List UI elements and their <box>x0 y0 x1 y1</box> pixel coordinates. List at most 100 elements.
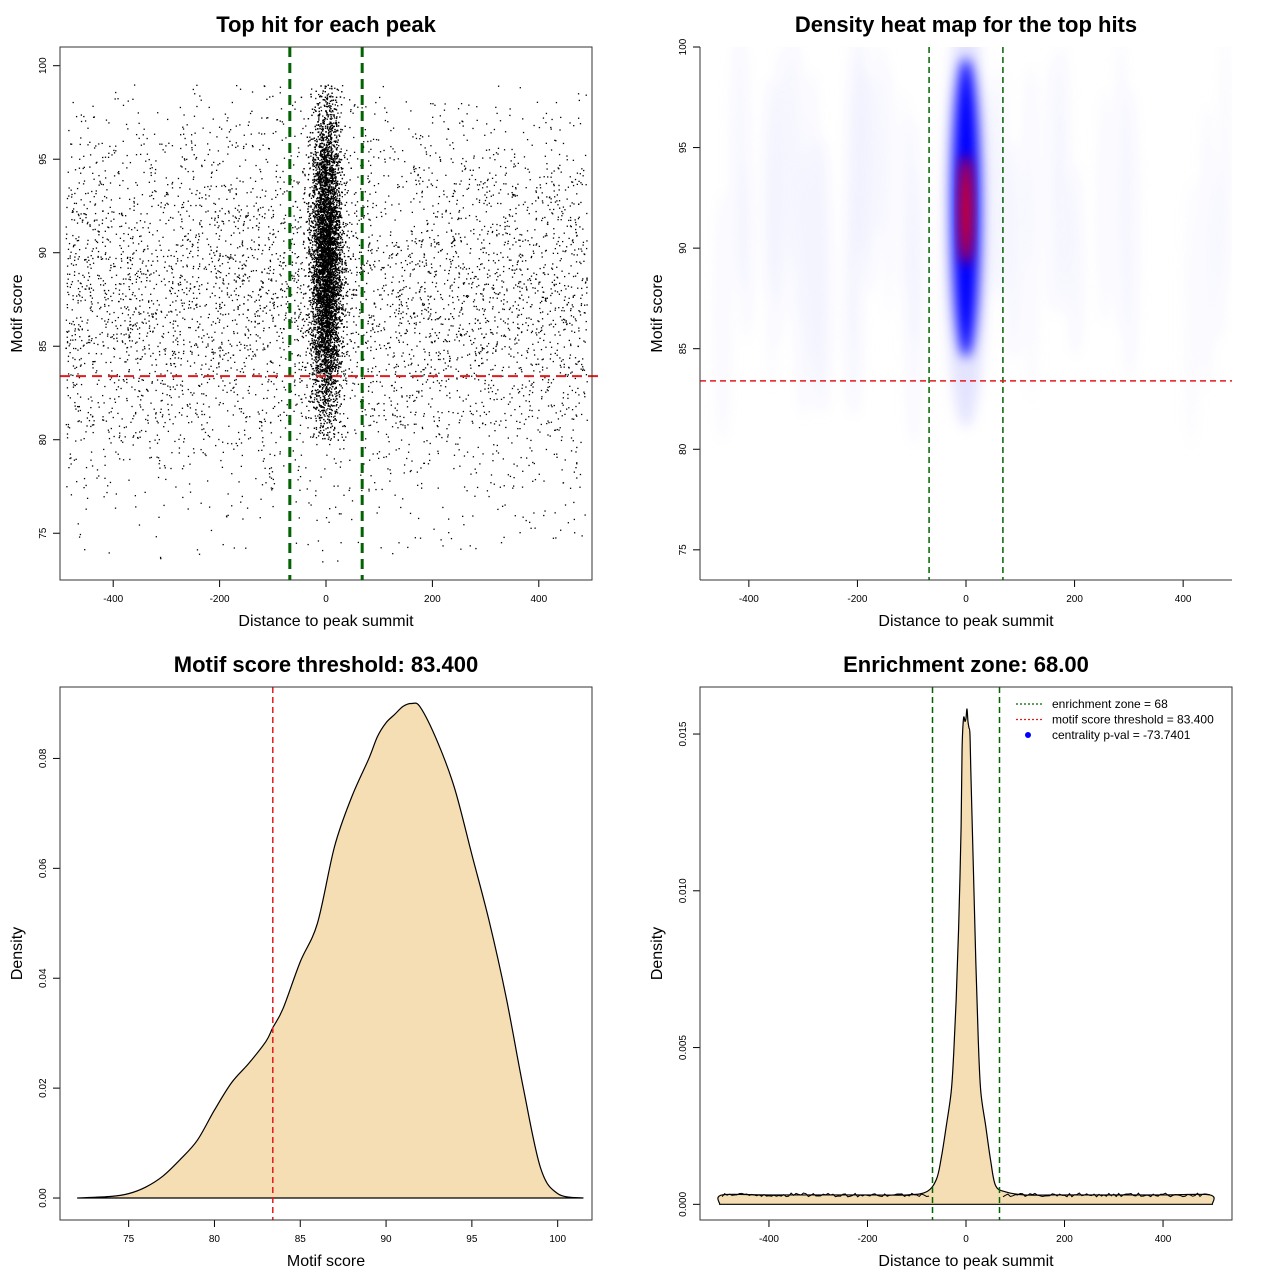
scatter-point <box>516 194 518 197</box>
scatter-point <box>282 193 284 195</box>
scatter-point <box>268 148 270 150</box>
scatter-point <box>411 211 413 214</box>
scatter-point <box>208 406 210 408</box>
scatter-point <box>547 405 550 407</box>
scatter-point <box>545 249 547 252</box>
scatter-point <box>178 396 180 398</box>
scatter-point <box>535 191 537 193</box>
scatter-point <box>413 355 415 357</box>
scatter-point <box>367 272 369 274</box>
scatter-point <box>360 301 362 303</box>
scatter-point <box>426 379 429 381</box>
scatter-point <box>437 241 440 244</box>
scatter-point <box>317 253 319 255</box>
scatter-point <box>521 323 524 326</box>
scatter-point <box>272 320 274 322</box>
scatter-point <box>395 371 397 373</box>
scatter-point <box>535 219 537 221</box>
scatter-point <box>169 216 172 219</box>
scatter-point <box>374 331 376 333</box>
scatter-point <box>302 170 304 173</box>
scatter-point <box>340 542 342 544</box>
scatter-point <box>98 475 100 477</box>
scatter-point <box>87 144 89 146</box>
scatter-point <box>315 426 318 429</box>
scatter-point <box>159 244 161 246</box>
scatter-point <box>581 250 583 252</box>
scatter-point <box>238 276 240 278</box>
scatter-point <box>247 212 249 214</box>
scatter-point <box>79 325 82 328</box>
scatter-point <box>505 419 507 422</box>
scatter-point <box>443 283 446 285</box>
scatter-point <box>189 463 191 465</box>
scatter-point <box>478 365 480 367</box>
scatter-point <box>294 365 296 368</box>
scatter-point <box>162 149 164 151</box>
scatter-point <box>349 179 351 181</box>
scatter-point <box>118 375 121 378</box>
scatter-point <box>335 462 337 464</box>
scatter-point <box>125 308 127 310</box>
scatter-point <box>296 291 298 294</box>
scatter-point <box>283 257 285 259</box>
scatter-point <box>521 260 524 262</box>
scatter-point <box>74 328 76 330</box>
scatter-point <box>375 348 377 350</box>
scatter-point <box>218 258 220 260</box>
scatter-point <box>477 278 479 280</box>
scatter-point <box>554 139 556 142</box>
scatter-point <box>236 332 239 334</box>
scatter-point <box>562 142 565 145</box>
scatter-point <box>129 279 132 281</box>
scatter-point <box>392 148 394 150</box>
scatter-point <box>347 417 349 419</box>
scatter-point <box>360 218 362 220</box>
scatter-point <box>395 315 397 318</box>
scatter-point <box>116 337 118 339</box>
scatter-point <box>531 383 533 385</box>
scatter-point <box>533 349 535 351</box>
scatter-point <box>563 363 565 366</box>
scatter-point <box>197 276 200 279</box>
scatter-point <box>319 159 321 162</box>
scatter-point <box>512 194 515 196</box>
scatter-point <box>462 195 464 197</box>
scatter-point <box>481 263 483 265</box>
scatter-point <box>463 300 465 303</box>
scatter-point <box>189 327 191 329</box>
scatter-point <box>571 304 573 306</box>
scatter-point <box>133 209 135 212</box>
scatter-point <box>179 281 181 284</box>
scatter-point <box>144 248 146 251</box>
scatter-point <box>433 420 436 422</box>
scatter-point <box>427 463 430 465</box>
scatter-point <box>147 260 150 262</box>
scatter-point <box>195 343 197 345</box>
scatter-point <box>341 436 343 438</box>
scatter-point <box>179 276 182 279</box>
scatter-point <box>218 321 220 323</box>
scatter-point <box>111 226 113 228</box>
scatter-point <box>166 192 169 194</box>
scatter-point <box>393 390 395 392</box>
scatter-point <box>346 181 348 183</box>
scatter-point <box>297 479 299 481</box>
scatter-point <box>422 375 424 377</box>
scatter-point <box>538 363 540 365</box>
scatter-point <box>443 349 445 352</box>
scatter-point <box>294 278 296 280</box>
scatter-point <box>530 275 533 277</box>
scatter-point <box>499 274 501 276</box>
scatter-point <box>567 397 569 400</box>
scatter-point <box>85 258 87 261</box>
scatter-point <box>73 459 76 461</box>
scatter-point <box>133 200 135 203</box>
scatter-point <box>262 343 264 345</box>
scatter-point <box>172 282 174 285</box>
scatter-point <box>469 545 471 547</box>
scatter-point <box>478 352 481 355</box>
scatter-point <box>134 295 136 297</box>
scatter-point <box>404 427 406 429</box>
scatter-point <box>200 316 202 318</box>
